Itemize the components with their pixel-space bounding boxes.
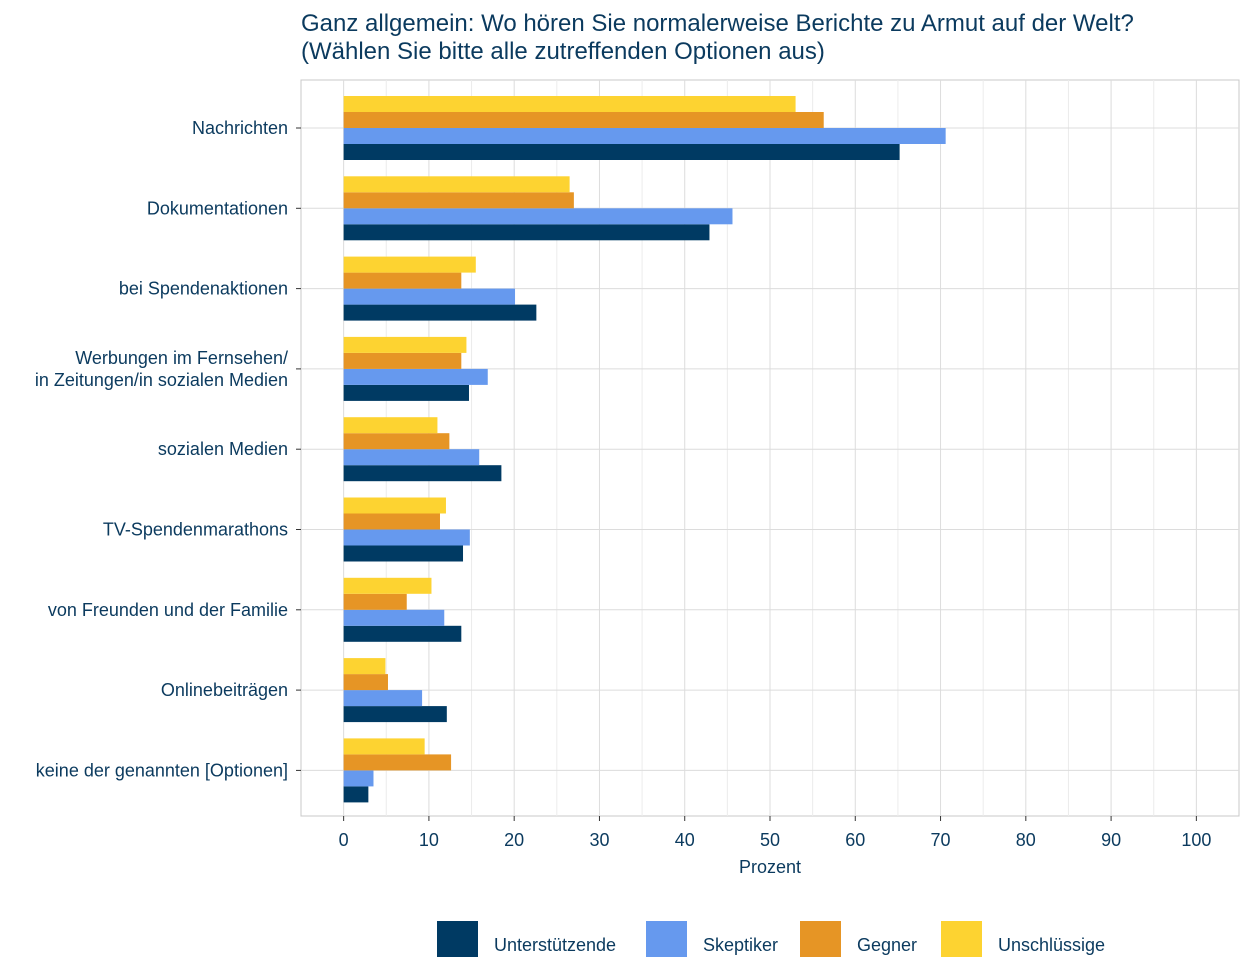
bar-skeptiker (343, 609, 445, 626)
x-tick-label: 60 (845, 830, 865, 850)
legend-swatch (941, 921, 982, 957)
chart-title: Ganz allgemein: Wo hören Sie normalerwei… (301, 10, 1134, 65)
x-axis-title: Prozent (739, 857, 801, 877)
category-label: keine der genannten [Optionen] (36, 760, 288, 780)
bar-gegner (343, 192, 574, 209)
chart-title-line: Ganz allgemein: Wo hören Sie normalerwei… (301, 10, 1134, 37)
bars (343, 96, 946, 803)
category-label: Onlinebeiträgen (161, 680, 288, 700)
category-label: bei Spendenaktionen (119, 279, 288, 299)
x-tick-label: 10 (419, 830, 439, 850)
bar-unterst-tzende (343, 545, 464, 562)
bar-gegner (343, 352, 462, 369)
bar-unschl-ssige (343, 256, 476, 273)
bar-unschl-ssige (343, 497, 446, 514)
category-label: sozialen Medien (158, 439, 288, 459)
bar-unschl-ssige (343, 336, 467, 353)
legend-swatch (646, 921, 687, 957)
bar-unschl-ssige (343, 417, 438, 434)
bar-skeptiker (343, 690, 423, 707)
x-tick-label: 20 (504, 830, 524, 850)
bar-gegner (343, 272, 462, 289)
legend-label: Unschlüssige (998, 935, 1105, 955)
legend-swatch (437, 921, 478, 957)
bar-unterst-tzende (343, 384, 469, 401)
bar-skeptiker (343, 529, 470, 546)
category-label: Dokumentationen (147, 198, 288, 218)
bar-gegner (343, 513, 440, 530)
category-labels: Nachrichten Dokumentationen bei Spendenakt… (35, 118, 301, 780)
legend: Unterstützende Skeptiker Gegner Unschlüssig… (437, 921, 1105, 957)
bar-unschl-ssige (343, 176, 570, 193)
category-label: Werbungen im Fernsehen/ (75, 348, 288, 368)
bar-unterst-tzende (343, 144, 900, 160)
bar-unterst-tzende (343, 224, 710, 241)
x-tick-label: 0 (339, 830, 349, 850)
bar-skeptiker (343, 288, 516, 305)
bar-unschl-ssige (343, 658, 386, 675)
legend-swatch (800, 921, 841, 957)
x-tick-label: 40 (675, 830, 695, 850)
bar-unterst-tzende (343, 465, 502, 482)
bar-unschl-ssige (343, 96, 796, 112)
chart-title-line: (Wählen Sie bitte alle zutreffenden Opti… (301, 38, 825, 65)
category-label: Nachrichten (192, 118, 288, 138)
x-tick-label: 50 (760, 830, 780, 850)
bar-unschl-ssige (343, 738, 425, 755)
x-tick-label: 100 (1181, 830, 1211, 850)
x-tick-label: 90 (1101, 830, 1121, 850)
category-label: von Freunden und der Familie (48, 600, 288, 620)
legend-label: Unterstützende (494, 935, 616, 955)
bar-gegner (343, 593, 407, 610)
bar-unterst-tzende (343, 625, 462, 642)
legend-label: Skeptiker (703, 935, 778, 955)
legend-label: Gegner (857, 935, 917, 955)
bar-unterst-tzende (343, 304, 537, 321)
bar-gegner (343, 754, 452, 771)
category-label: in Zeitungen/in sozialen Medien (35, 370, 288, 390)
bar-gegner (343, 112, 824, 128)
bar-gegner (343, 674, 388, 691)
bar-unterst-tzende (343, 706, 447, 723)
bar-skeptiker (343, 770, 374, 787)
x-tick-label: 80 (1016, 830, 1036, 850)
bar-unterst-tzende (343, 786, 369, 803)
bar-gegner (343, 433, 450, 450)
x-tick-label: 30 (589, 830, 609, 850)
bar-skeptiker (343, 449, 480, 466)
bar-unschl-ssige (343, 577, 432, 594)
bar-skeptiker (343, 368, 488, 385)
category-label: TV-Spendenmarathons (103, 520, 288, 540)
x-axis-ticks: 0 10 20 30 40 50 60 70 80 90 100 (339, 816, 1211, 850)
bar-skeptiker (343, 128, 946, 144)
bar-skeptiker (343, 208, 733, 225)
x-tick-label: 70 (931, 830, 951, 850)
